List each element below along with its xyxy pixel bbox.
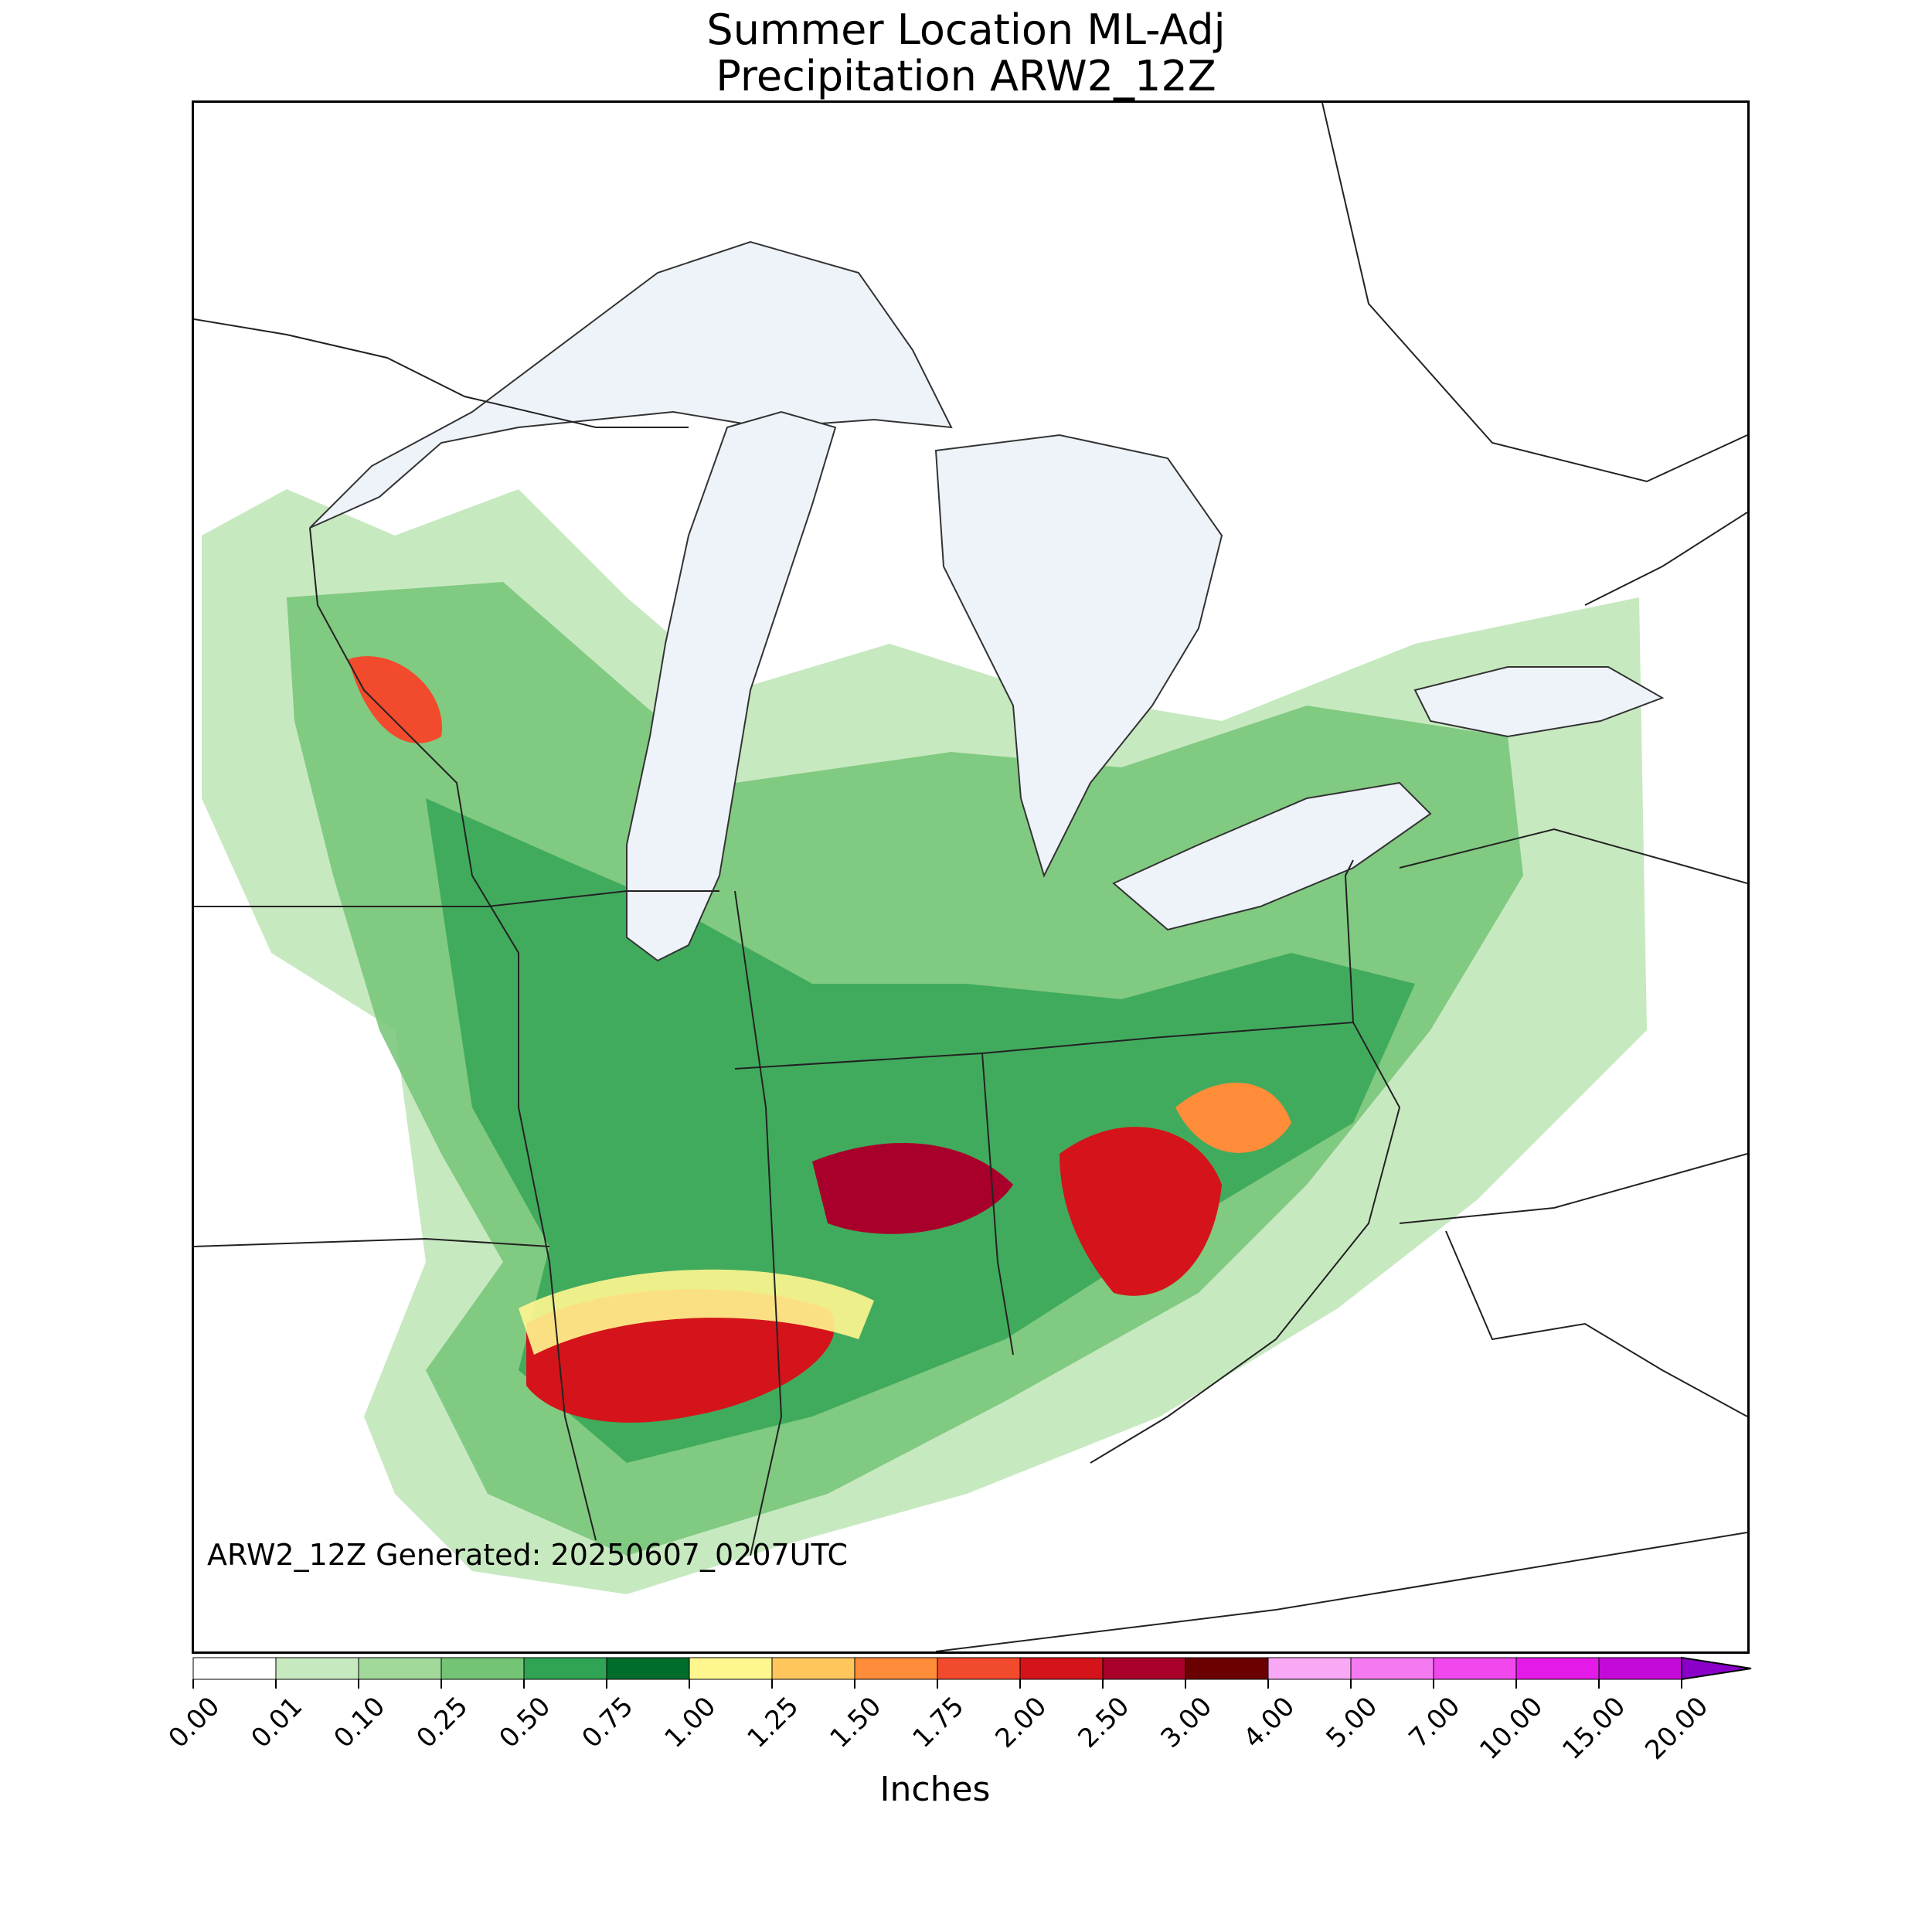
colorbar-segment xyxy=(606,1657,690,1680)
colorbar-tick-label: 1.25 xyxy=(741,1691,805,1754)
colorbar-segment xyxy=(1019,1657,1104,1680)
colorbar-tick-label: 2.00 xyxy=(989,1691,1053,1754)
colorbar-segment xyxy=(440,1657,525,1680)
lake-erie xyxy=(1112,781,1432,931)
colorbar-segment xyxy=(1267,1657,1352,1680)
colorbar-segment xyxy=(1433,1657,1517,1680)
map-title-line2: Precipitation ARW2_12Z xyxy=(716,52,1216,100)
lake-ontario xyxy=(1413,666,1665,738)
precip-moderate-ne xyxy=(1175,1082,1291,1153)
colorbar-extend-arrow xyxy=(1681,1656,1752,1681)
colorbar-segment xyxy=(1185,1657,1269,1680)
great-lakes xyxy=(309,240,1665,962)
precip-heavy-center xyxy=(812,1143,1013,1234)
colorbar-segment xyxy=(771,1657,855,1680)
colorbar-segment xyxy=(854,1657,938,1680)
colorbar-tick-label: 4.00 xyxy=(1237,1691,1301,1754)
map-canvas xyxy=(194,103,1747,1651)
colorbar-tick-label: 15.00 xyxy=(1556,1691,1632,1767)
colorbar-segment xyxy=(1350,1657,1434,1680)
state-borders xyxy=(194,103,1747,1651)
colorbar-tick-label: 0.75 xyxy=(576,1691,640,1754)
colorbar-segment xyxy=(1102,1657,1186,1680)
colorbar-tick-label: 1.50 xyxy=(824,1691,888,1754)
map-title-line1: Summer Location ML-Adj xyxy=(706,5,1226,54)
precipitation-map xyxy=(192,100,1750,1654)
lake-superior xyxy=(309,240,953,529)
colorbar-tick-label: 7.00 xyxy=(1403,1691,1467,1754)
colorbar-segment xyxy=(523,1657,607,1680)
colorbar-label: Inches xyxy=(879,1770,991,1809)
colorbar-tick-label: 2.50 xyxy=(1072,1691,1136,1754)
colorbar-tick-label: 0.00 xyxy=(162,1691,226,1754)
lake-huron xyxy=(934,434,1223,878)
colorbar-tick-label: 0.25 xyxy=(410,1691,474,1754)
precip-moderate-north xyxy=(349,656,442,743)
colorbar-segment xyxy=(192,1657,277,1680)
colorbar-tick-label: 3.00 xyxy=(1155,1691,1219,1754)
precip-field xyxy=(202,489,1647,1594)
colorbar-tick-label: 1.75 xyxy=(906,1691,971,1754)
colorbar-tick-label: 1.00 xyxy=(658,1691,723,1754)
colorbar-tick-label: 0.01 xyxy=(245,1691,309,1754)
colorbar xyxy=(192,1656,1752,1689)
colorbar-segment xyxy=(1515,1657,1600,1680)
colorbar-tick-label: 0.50 xyxy=(493,1691,557,1754)
colorbar-segment xyxy=(937,1657,1021,1680)
generated-timestamp: ARW2_12Z Generated: 20250607_0207UTC xyxy=(207,1538,849,1572)
colorbar-segment xyxy=(1598,1657,1682,1680)
colorbar-tick-label: 10.00 xyxy=(1474,1691,1549,1767)
colorbar-segment xyxy=(275,1657,359,1680)
colorbar-tick-label: 0.10 xyxy=(328,1691,392,1754)
colorbar-segment xyxy=(358,1657,442,1680)
colorbar-tick-label: 5.00 xyxy=(1320,1691,1384,1754)
lake-michigan xyxy=(626,410,837,962)
colorbar-tick-label: 20.00 xyxy=(1639,1691,1715,1767)
precip-heavy-east xyxy=(1060,1127,1222,1296)
precip-yellow-ring xyxy=(519,1269,874,1355)
colorbar-segment xyxy=(689,1657,773,1680)
